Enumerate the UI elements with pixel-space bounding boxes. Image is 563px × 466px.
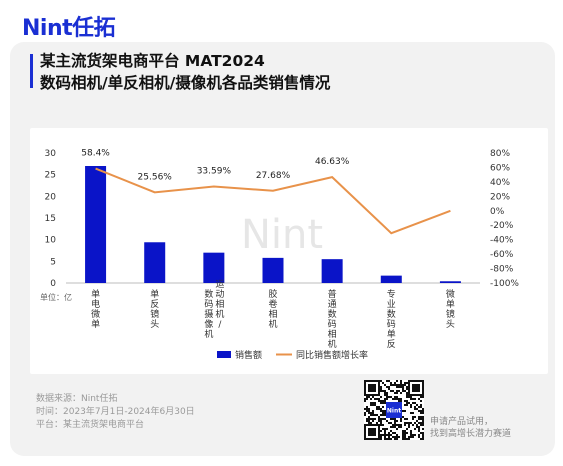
- category-label: 胶: [268, 288, 277, 300]
- category-label: 反: [387, 339, 396, 350]
- category-label: 相: [268, 308, 277, 320]
- y-right-tick-label: 80%: [490, 149, 510, 159]
- y-right-tick-label: 20%: [490, 192, 510, 202]
- chart-panel: Nint 0 5 10 15 20 25 30 -100% -80% -60% -40% -20% 0% 2…: [30, 128, 548, 374]
- category-label: 头: [446, 319, 455, 330]
- category-label: 微: [91, 308, 100, 320]
- category-label: 头: [150, 319, 159, 330]
- footer-source: 数据来源：Nint任拓: [36, 394, 118, 404]
- legend-bar-swatch: [217, 351, 231, 358]
- category-label: 单: [387, 328, 396, 340]
- y-right-tick-label: -40%: [490, 236, 514, 246]
- footer-info: 数据来源：Nint任拓 时间：2023年7月1日-2024年6月30日 平台：某…: [36, 393, 195, 432]
- data-label: 46.63%: [315, 157, 350, 167]
- y-right-tick-label: 40%: [490, 178, 510, 188]
- sales-chart: Nint 0 5 10 15 20 25 30 -100% -80% -60% -40% -20% 0% 2…: [40, 149, 519, 361]
- category-label: 相: [215, 298, 224, 310]
- y-right-tick-label: -60%: [490, 250, 514, 260]
- category-label: 动: [215, 289, 224, 300]
- bar: [85, 166, 107, 283]
- title-line-1: 某主流货架电商平台 MAT2024: [40, 52, 265, 70]
- category-label: 像: [204, 318, 213, 330]
- unit-label: 单位：亿: [40, 292, 72, 302]
- category-label: 码: [387, 319, 396, 330]
- category-label: 单: [446, 298, 455, 310]
- legend-line-label: 同比销售额增长率: [296, 349, 368, 361]
- y-right-tick-label: -20%: [490, 221, 514, 231]
- category-label: 码: [204, 299, 213, 310]
- category-label: 单: [150, 288, 159, 300]
- title-accent-bar: [30, 54, 33, 88]
- bar: [321, 259, 343, 283]
- category-label: 镜: [150, 308, 159, 320]
- qr-cta: 申请产品试用， 找到高增长潜力赛道: [430, 416, 511, 440]
- y-left-tick-label: 30: [45, 149, 57, 159]
- category-label: 镜: [446, 308, 455, 320]
- bar: [203, 252, 225, 283]
- qr-center-label: Nint: [387, 408, 401, 415]
- qr-cta-line-2: 找到高增长潜力赛道: [430, 429, 512, 439]
- y-left-tick-label: 25: [45, 171, 56, 181]
- category-label: 专: [387, 288, 396, 300]
- legend-bar-label: 销售额: [235, 349, 262, 361]
- category-label: 普: [328, 288, 337, 300]
- chart-title: 某主流货架电商平台 MAT2024 数码相机/单反相机/摄像机各品类销售情况: [40, 50, 330, 94]
- y-right-tick-label: 60%: [490, 163, 510, 173]
- title-line-2: 数码相机/单反相机/摄像机各品类销售情况: [40, 74, 331, 92]
- category-label: 机: [215, 308, 224, 320]
- y-left-tick-label: 0: [50, 279, 56, 289]
- data-label: 27.68%: [256, 171, 291, 181]
- category-label: 卷: [268, 298, 277, 310]
- y-left-tick-label: 10: [45, 236, 57, 246]
- y-left-tick-label: 15: [45, 214, 56, 224]
- category-label: /: [218, 320, 222, 330]
- footer-period: 时间：2023年7月1日-2024年6月30日: [36, 407, 195, 417]
- y-right-tick-label: 0%: [490, 207, 505, 217]
- category-label: 单: [91, 288, 100, 300]
- footer-platform: 平台：某主流货架电商平台: [36, 420, 145, 430]
- watermark: Nint: [241, 212, 323, 258]
- category-label: 机: [328, 338, 337, 350]
- y-left-tick-label: 20: [45, 192, 57, 202]
- data-label: 33.59%: [197, 167, 232, 177]
- bar: [144, 242, 166, 283]
- data-label: 25.56%: [138, 172, 173, 182]
- category-label: 数: [328, 308, 337, 320]
- category-label: 数: [204, 288, 213, 300]
- category-label: 摄: [204, 308, 213, 320]
- y-left-tick-label: 5: [50, 257, 56, 267]
- qr-code-icon[interactable]: Nint: [364, 380, 424, 440]
- category-label: 机: [268, 318, 277, 330]
- category-label: 电: [91, 298, 100, 310]
- category-label: 运: [215, 279, 224, 290]
- category-label: 微: [446, 288, 455, 300]
- category-label: 业: [387, 299, 396, 310]
- growth-line: [95, 167, 451, 235]
- category-label: 码: [328, 319, 337, 330]
- bar: [380, 275, 402, 283]
- category-label: 机: [204, 328, 213, 340]
- data-label: 58.4%: [81, 149, 110, 159]
- bar: [439, 281, 461, 283]
- y-right-tick-label: -80%: [490, 265, 514, 275]
- nint-logo: Nint任拓: [22, 16, 116, 41]
- qr-cta-line-1: 申请产品试用，: [430, 417, 494, 427]
- category-label: 相: [328, 328, 337, 340]
- category-label: 通: [328, 299, 337, 310]
- bar: [262, 257, 284, 283]
- category-label: 反: [150, 299, 159, 310]
- y-right-tick-label: -100%: [490, 279, 519, 289]
- category-label: 数: [387, 308, 396, 320]
- category-label: 单: [91, 318, 100, 330]
